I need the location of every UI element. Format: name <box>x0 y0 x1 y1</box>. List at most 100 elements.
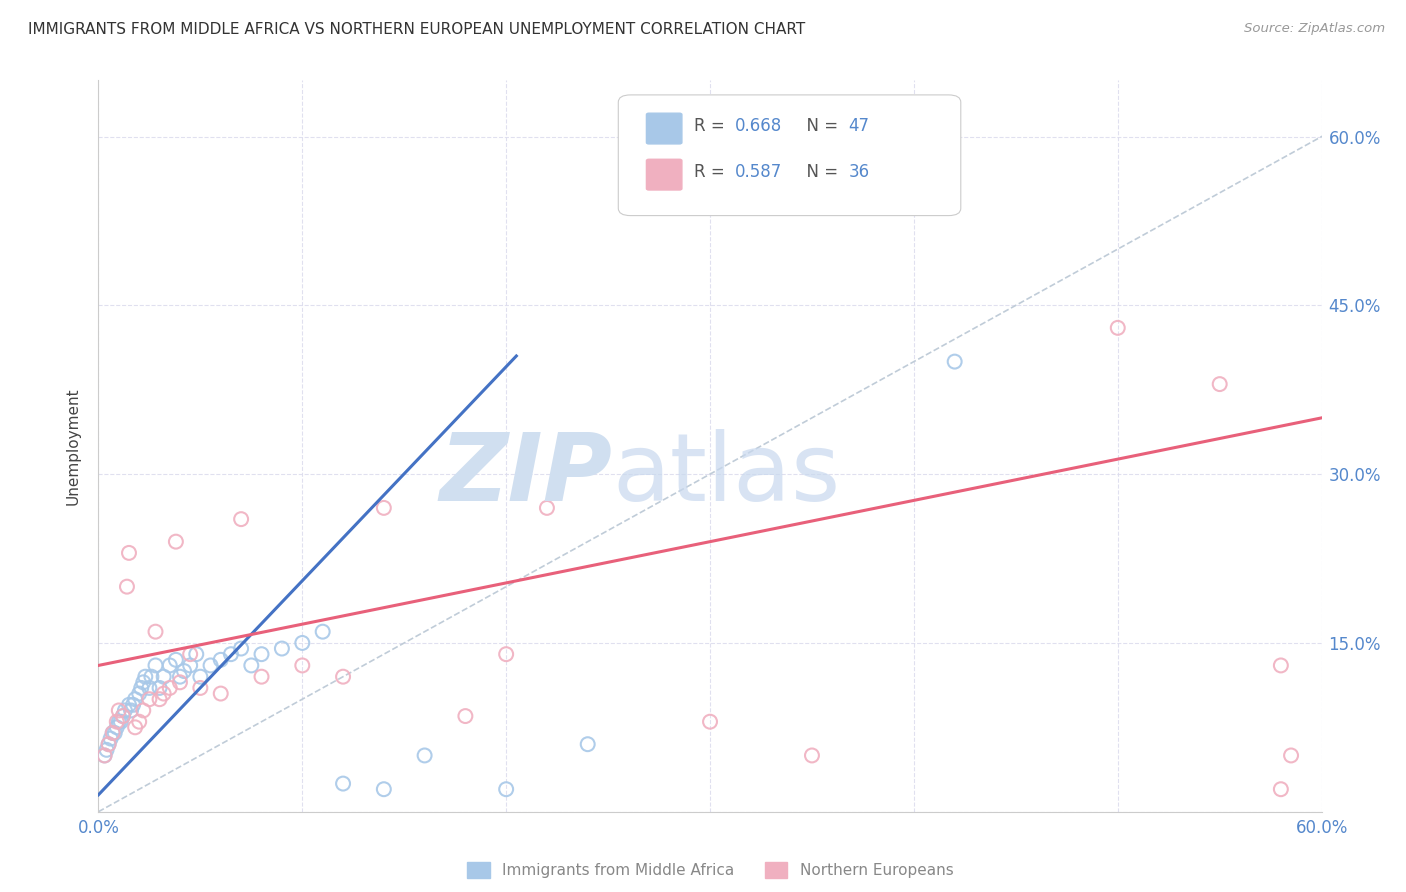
Point <box>740 141 762 155</box>
Point <box>250 670 273 684</box>
Point <box>536 500 558 515</box>
Point <box>111 709 134 723</box>
Point <box>108 714 131 729</box>
Point <box>332 670 354 684</box>
Point <box>186 647 208 661</box>
Point <box>169 670 191 684</box>
Point <box>159 658 181 673</box>
Text: 0.668: 0.668 <box>734 117 782 135</box>
Point <box>169 675 191 690</box>
Point <box>373 782 395 797</box>
Point <box>943 354 966 368</box>
Point <box>1270 782 1292 797</box>
Point <box>145 658 167 673</box>
Text: N =: N = <box>796 117 844 135</box>
Point <box>101 726 124 740</box>
Text: ZIP: ZIP <box>439 429 612 521</box>
Point <box>104 726 127 740</box>
Point <box>149 681 172 695</box>
Point <box>100 731 122 746</box>
Text: atlas: atlas <box>612 429 841 521</box>
Point <box>454 709 477 723</box>
Point <box>291 636 314 650</box>
Point <box>231 512 253 526</box>
Point <box>200 658 222 673</box>
Point <box>209 687 232 701</box>
Point <box>270 641 294 656</box>
Point <box>138 692 160 706</box>
Point <box>373 500 395 515</box>
Point <box>114 703 136 717</box>
Point <box>1107 321 1129 335</box>
Point <box>291 658 314 673</box>
Text: N =: N = <box>796 163 844 181</box>
Point <box>332 776 354 790</box>
Point <box>231 641 253 656</box>
Point <box>173 664 195 678</box>
Point <box>576 737 599 751</box>
Point <box>128 687 150 701</box>
Point <box>159 681 181 695</box>
Point <box>138 681 160 695</box>
Point <box>101 726 124 740</box>
Text: 47: 47 <box>848 117 869 135</box>
Point <box>188 670 212 684</box>
Point <box>110 714 132 729</box>
Text: IMMIGRANTS FROM MIDDLE AFRICA VS NORTHERN EUROPEAN UNEMPLOYMENT CORRELATION CHAR: IMMIGRANTS FROM MIDDLE AFRICA VS NORTHER… <box>28 22 806 37</box>
Point <box>240 658 263 673</box>
Point <box>1279 748 1302 763</box>
Point <box>1208 377 1232 392</box>
Point <box>495 647 517 661</box>
Point <box>495 782 517 797</box>
Point <box>122 698 145 712</box>
Point <box>93 748 115 763</box>
Point <box>132 703 155 717</box>
Point <box>152 687 174 701</box>
Point <box>413 748 436 763</box>
Point <box>118 546 141 560</box>
Point <box>801 748 824 763</box>
Point <box>129 681 152 695</box>
Point <box>118 698 141 712</box>
Point <box>149 692 172 706</box>
Point <box>152 670 174 684</box>
Point <box>165 653 187 667</box>
Y-axis label: Unemployment: Unemployment <box>65 387 80 505</box>
Point <box>141 670 163 684</box>
Point <box>96 743 118 757</box>
Point <box>209 653 232 667</box>
Text: R =: R = <box>695 163 730 181</box>
Legend: Immigrants from Middle Africa, Northern Europeans: Immigrants from Middle Africa, Northern … <box>461 856 959 885</box>
Point <box>105 714 128 729</box>
Point <box>179 647 201 661</box>
Point <box>128 714 150 729</box>
Point <box>132 675 155 690</box>
FancyBboxPatch shape <box>619 95 960 216</box>
Point <box>108 703 131 717</box>
Point <box>124 720 146 734</box>
Text: 36: 36 <box>848 163 869 181</box>
Point <box>134 670 156 684</box>
Point <box>699 714 721 729</box>
Point <box>219 647 242 661</box>
Point <box>97 737 120 751</box>
Point <box>115 580 138 594</box>
Text: R =: R = <box>695 117 730 135</box>
Point <box>165 534 187 549</box>
Point <box>179 658 201 673</box>
Point <box>250 647 273 661</box>
FancyBboxPatch shape <box>647 113 682 144</box>
Point <box>188 681 212 695</box>
Point <box>1270 658 1292 673</box>
Point <box>93 748 115 763</box>
Point <box>120 703 142 717</box>
Point <box>145 624 167 639</box>
Text: 0.587: 0.587 <box>734 163 782 181</box>
Text: Source: ZipAtlas.com: Source: ZipAtlas.com <box>1244 22 1385 36</box>
Point <box>105 720 128 734</box>
FancyBboxPatch shape <box>647 160 682 190</box>
Point <box>312 624 335 639</box>
Point <box>111 709 134 723</box>
Point <box>97 737 120 751</box>
Point <box>124 692 146 706</box>
